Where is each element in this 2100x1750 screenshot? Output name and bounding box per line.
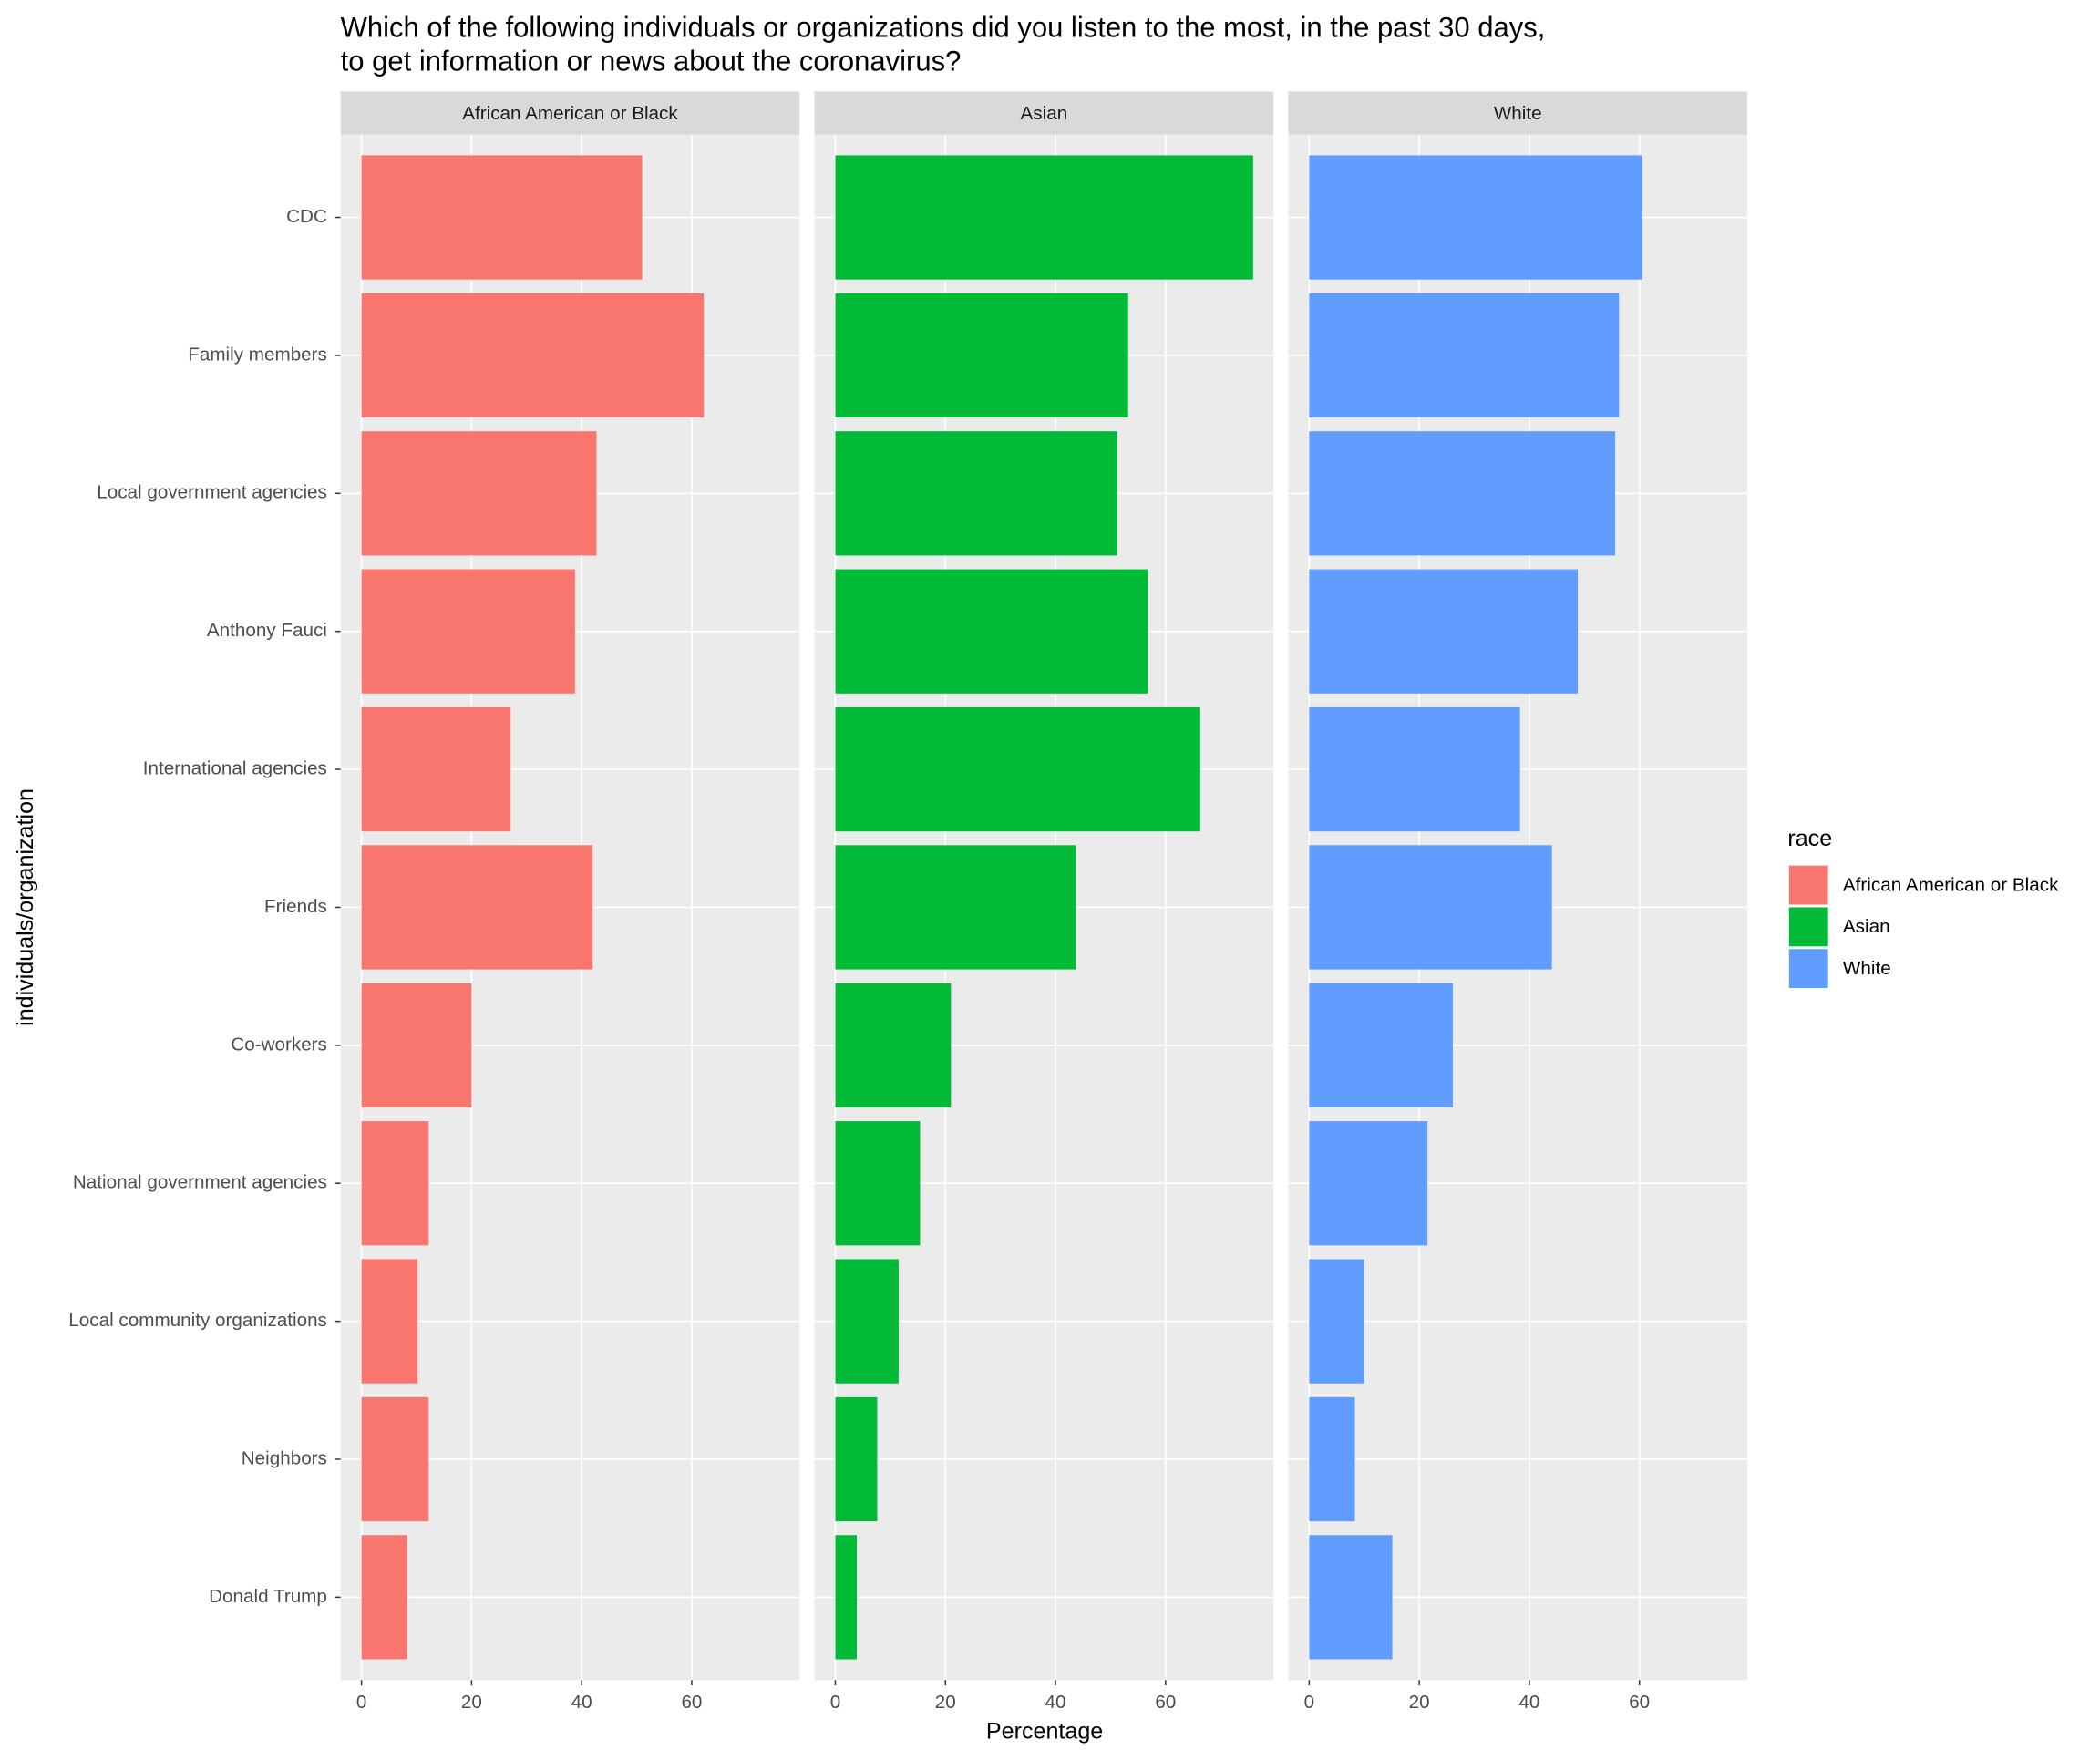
- bar: [361, 155, 643, 280]
- legend-label: Asian: [1843, 916, 1890, 937]
- strip-label: Asian: [1021, 103, 1068, 124]
- bar: [361, 569, 575, 694]
- bar: [835, 1259, 899, 1384]
- bar: [835, 569, 1148, 694]
- bar: [1309, 431, 1616, 556]
- x-tick-label: 20: [1409, 1692, 1430, 1713]
- x-tick-label: 60: [1155, 1692, 1176, 1713]
- chart-title: to get information or news about the cor…: [341, 46, 962, 77]
- y-tick-label: Co-workers: [231, 1034, 327, 1055]
- y-tick-label: Local government agencies: [97, 482, 327, 503]
- bar: [835, 293, 1128, 418]
- bar: [1309, 706, 1520, 832]
- legend-swatch: [1788, 907, 1828, 947]
- bar: [1309, 293, 1620, 418]
- strip-background: [1288, 91, 1748, 135]
- bar: [1309, 1535, 1393, 1660]
- x-tick-label: 0: [830, 1692, 840, 1713]
- strip-background: [814, 91, 1274, 135]
- bar: [361, 706, 511, 832]
- x-tick-label: 20: [935, 1692, 956, 1713]
- bar: [835, 983, 952, 1107]
- bar: [835, 1396, 878, 1522]
- y-tick-label: Family members: [188, 344, 327, 365]
- x-tick-label: 40: [1518, 1692, 1539, 1713]
- strip-label: African American or Black: [462, 103, 678, 124]
- y-tick-label: Anthony Fauci: [207, 620, 327, 641]
- bar: [835, 1121, 921, 1246]
- strip-background: [340, 91, 800, 135]
- bar: [835, 431, 1117, 556]
- x-tick-label: 40: [1045, 1692, 1066, 1713]
- y-tick-label: Local community organizations: [68, 1310, 327, 1331]
- bar: [835, 1535, 858, 1660]
- chart-title: Which of the following individuals or or…: [341, 12, 1546, 44]
- legend-swatch: [1788, 865, 1828, 905]
- x-tick-label: 60: [681, 1692, 702, 1713]
- y-axis-title: individuals/organization: [13, 788, 38, 1026]
- bar: [361, 293, 705, 418]
- legend-label: African American or Black: [1843, 874, 2059, 895]
- legend-label: White: [1843, 958, 1891, 979]
- y-tick-label: CDC: [286, 206, 327, 227]
- y-tick-label: Donald Trump: [209, 1586, 327, 1607]
- bar: [361, 1396, 429, 1522]
- x-tick-label: 0: [1304, 1692, 1315, 1713]
- x-tick-label: 0: [356, 1692, 367, 1713]
- bar: [361, 431, 597, 556]
- x-tick-label: 20: [461, 1692, 482, 1713]
- bar: [1309, 155, 1642, 280]
- bar: [1309, 845, 1552, 970]
- x-axis-title: Percentage: [986, 1718, 1103, 1744]
- bar: [835, 155, 1253, 280]
- bar: [835, 845, 1076, 970]
- bar: [1309, 569, 1579, 694]
- bar: [361, 1121, 429, 1246]
- bar: [1309, 1259, 1364, 1384]
- bar: [1309, 1121, 1428, 1246]
- y-tick-label: Neighbors: [242, 1447, 327, 1468]
- x-tick-label: 40: [571, 1692, 592, 1713]
- bar: [361, 983, 472, 1107]
- bar: [835, 706, 1200, 832]
- x-tick-label: 60: [1629, 1692, 1650, 1713]
- y-tick-label: International agencies: [143, 758, 327, 779]
- bar: [1309, 1396, 1355, 1522]
- legend-swatch: [1788, 949, 1828, 989]
- legend-title: race: [1787, 826, 1832, 851]
- bar: [361, 1535, 407, 1660]
- bar: [1309, 983, 1453, 1107]
- strip-label: White: [1494, 103, 1542, 124]
- y-tick-label: Friends: [264, 896, 327, 917]
- bar: [361, 845, 593, 970]
- bar: [361, 1259, 418, 1384]
- y-tick-label: National government agencies: [73, 1172, 327, 1193]
